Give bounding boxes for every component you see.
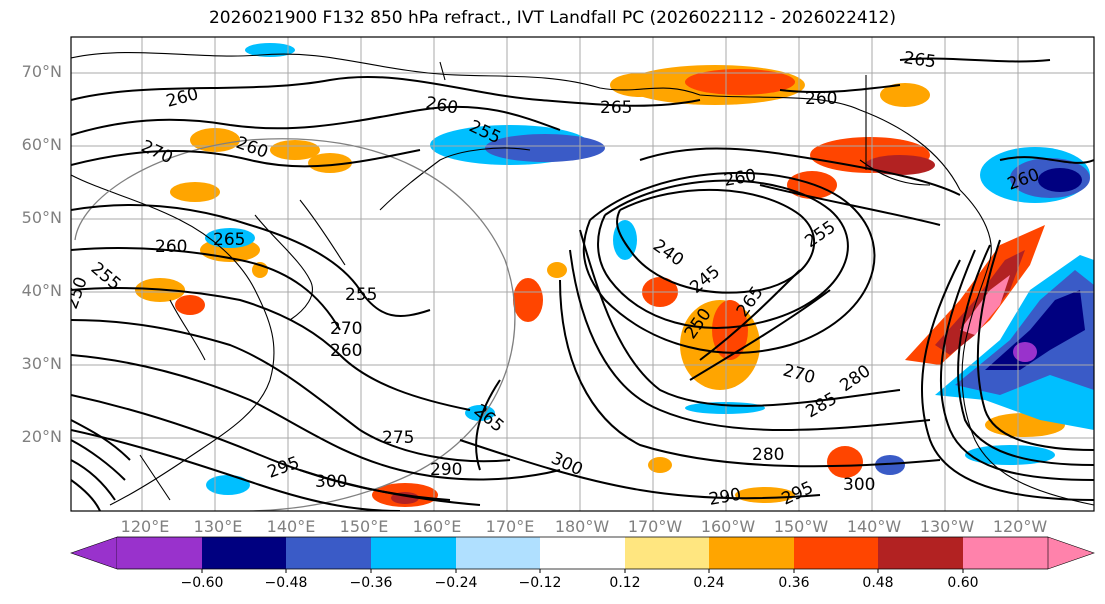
lat-label: 50°N [21, 208, 62, 227]
map-panel: 265 260 260 260 265 255 260 270 260 265 … [71, 37, 1094, 511]
colorbar-segment [709, 537, 794, 569]
colorbar-segment [456, 537, 541, 569]
lon-label: 130°E [193, 517, 243, 536]
colorbar-tick-label: 0.36 [778, 575, 810, 591]
contour-label: 300 [843, 475, 875, 495]
colorbar-segment [794, 537, 879, 569]
colorbar-tick-label: −0.12 [518, 575, 562, 591]
lat-label: 30°N [21, 354, 62, 373]
contour-label: 265 [902, 48, 937, 72]
colorbar-tick-label: 0.48 [862, 575, 894, 591]
colorbar-segment [878, 537, 963, 569]
lat-label: 60°N [21, 135, 62, 154]
contour-label: 260 [330, 341, 362, 361]
colorbar [70, 536, 1095, 573]
colorbar-tick-label: 0.60 [947, 575, 979, 591]
contour-label: 275 [382, 428, 414, 448]
colorbar-tick-label: −0.36 [349, 575, 393, 591]
colorbar-tick-label: 0.24 [693, 575, 725, 591]
lat-label: 40°N [21, 281, 62, 300]
contour-label: 260 [155, 237, 187, 257]
colorbar-low-extend [70, 536, 118, 570]
contour-label: 265 [213, 230, 245, 250]
lon-label: 120°E [120, 517, 170, 536]
contour-label: 300 [315, 472, 347, 492]
lon-label: 140°E [266, 517, 316, 536]
colorbar-segment [963, 537, 1048, 569]
lon-label: 150°W [773, 517, 829, 536]
lon-label: 160°E [412, 517, 462, 536]
map-frame [70, 36, 1095, 512]
contour-label: 270 [330, 319, 362, 339]
lon-label: 150°E [339, 517, 389, 536]
lat-label: 70°N [21, 62, 62, 81]
contour-label: 260 [805, 89, 837, 109]
colorbar-tick-label: −0.60 [180, 575, 224, 591]
contour-label: 280 [752, 445, 784, 465]
colorbar-segment [625, 537, 710, 569]
lon-label: 170°W [627, 517, 683, 536]
lon-label: 170°E [485, 517, 535, 536]
lon-label: 180°W [554, 517, 610, 536]
colorbar-segment [540, 537, 625, 569]
colorbar-tick-label: −0.24 [434, 575, 478, 591]
contour-label: 255 [345, 285, 377, 305]
lon-label: 130°W [919, 517, 975, 536]
lon-label: 160°W [700, 517, 756, 536]
refractivity-contours [71, 57, 1094, 511]
lat-label: 20°N [21, 427, 62, 446]
figure-title: 2026021900 F132 850 hPa refract., IVT La… [208, 8, 896, 28]
lon-label: 120°W [992, 517, 1048, 536]
coastlines [71, 52, 1094, 506]
contour-label: 265 [600, 98, 632, 118]
contour-label: 290 [430, 460, 462, 480]
colorbar-segment [202, 537, 287, 569]
great-circle-arc [74, 138, 516, 511]
lon-label: 140°W [846, 517, 902, 536]
graticule [71, 37, 1094, 511]
colorbar-tick-label: −0.48 [264, 575, 308, 591]
colorbar-tick-label: 0.12 [609, 575, 641, 591]
colorbar-high-extend [1047, 536, 1095, 570]
colorbar-segment [117, 537, 202, 569]
colorbar-segment [371, 537, 456, 569]
colorbar-segment [286, 537, 371, 569]
